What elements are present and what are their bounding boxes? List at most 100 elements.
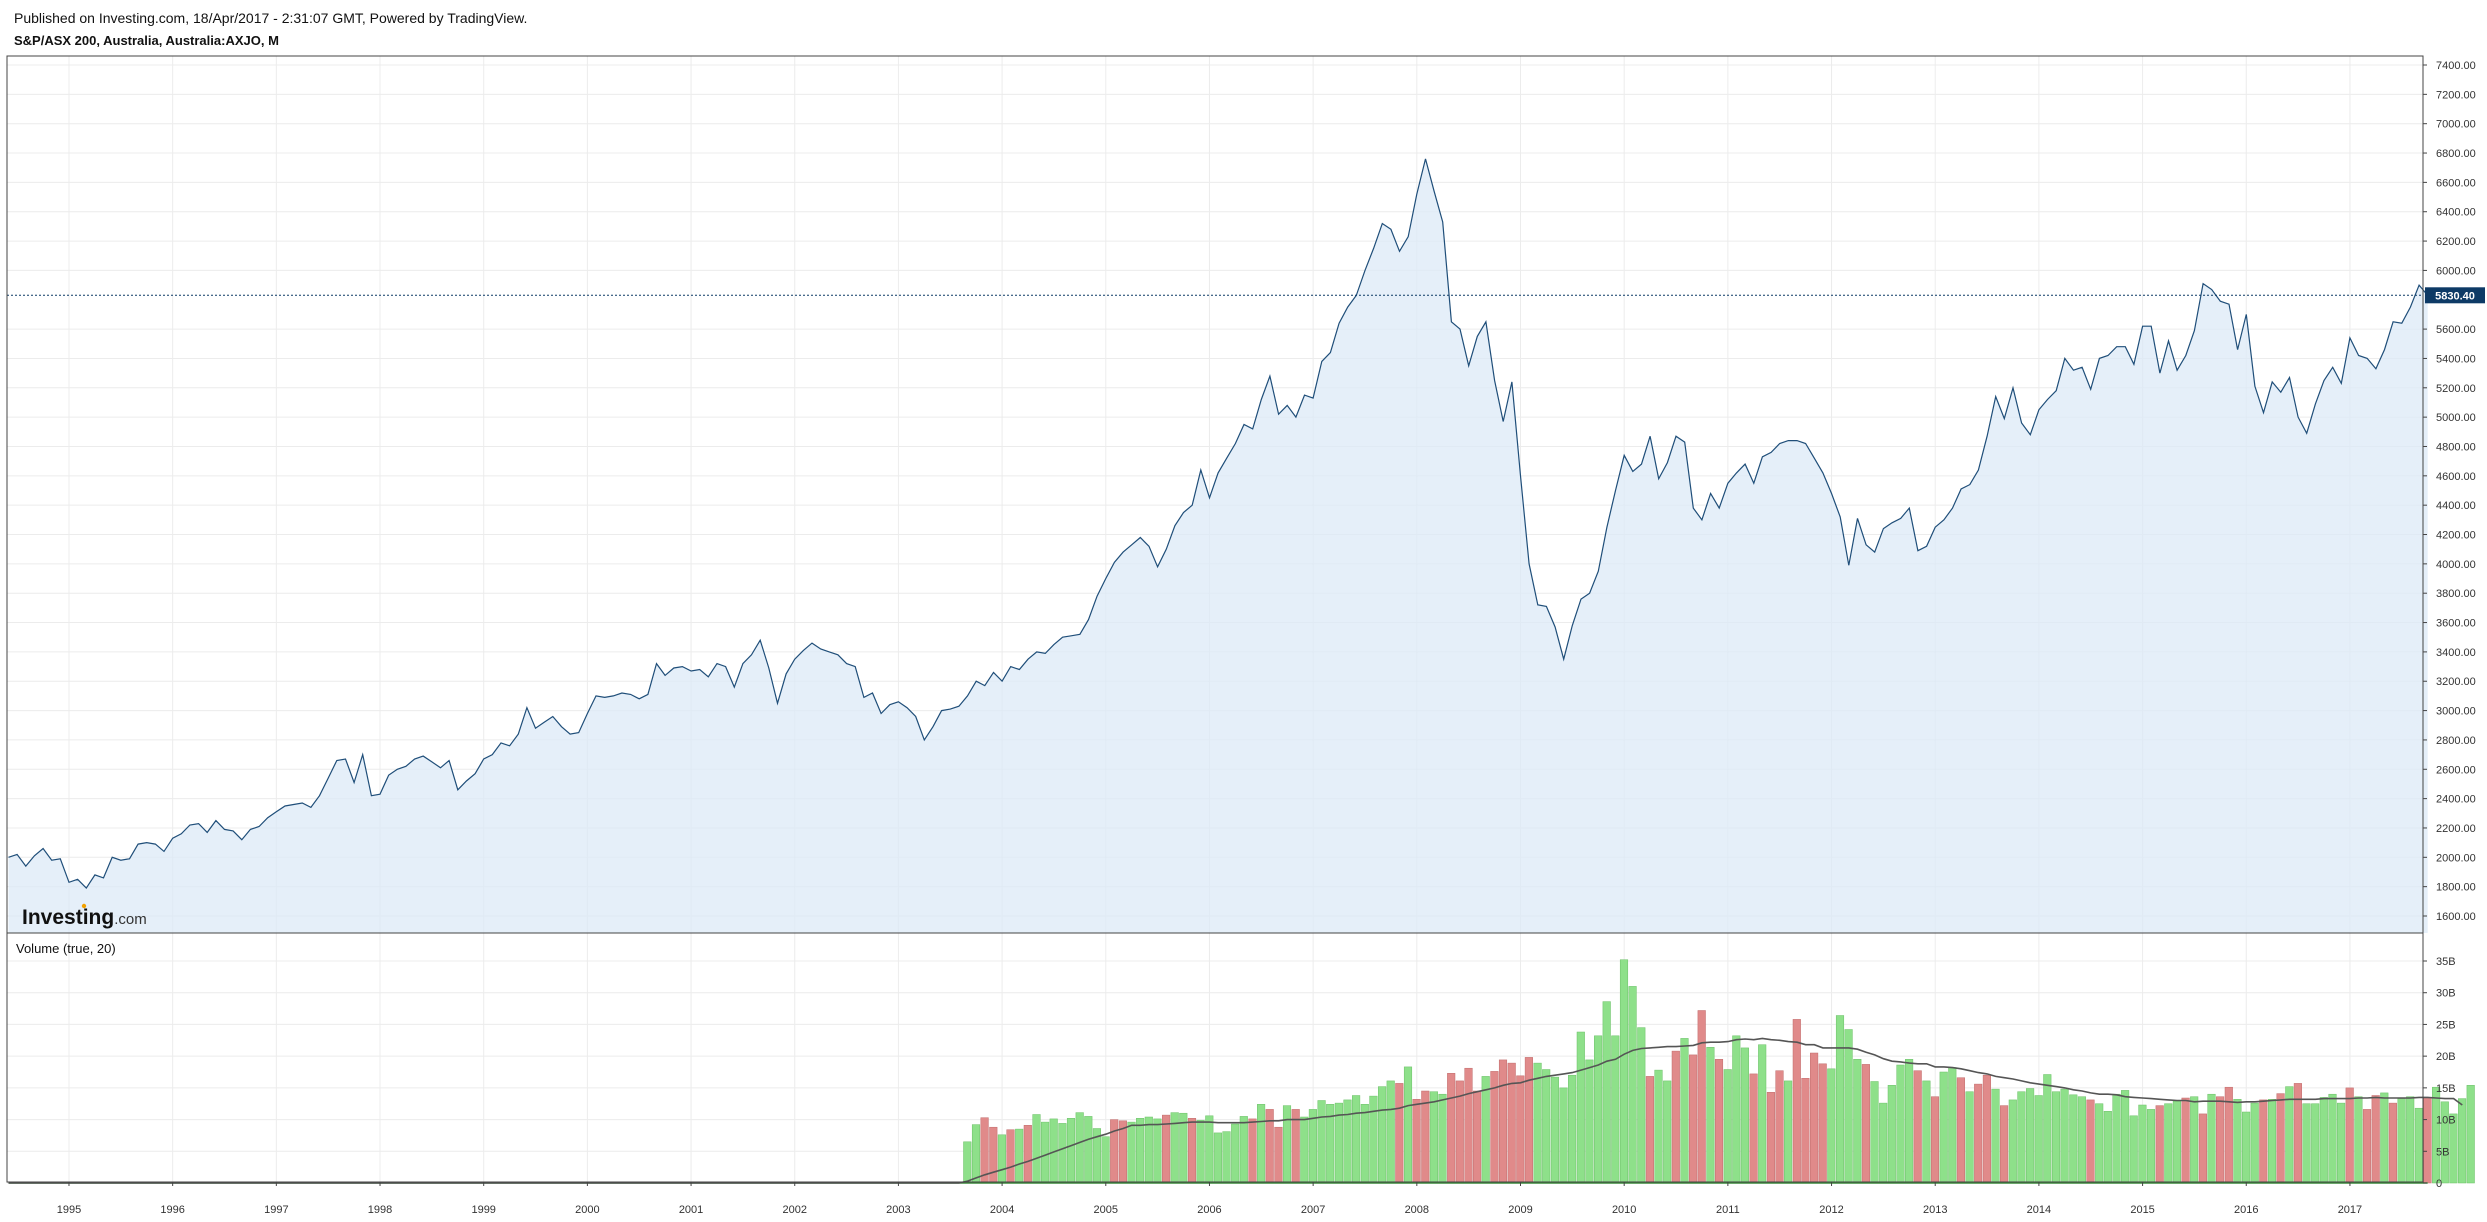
price-tick-label: 6400.00 [2436, 207, 2476, 219]
volume-bar [1628, 986, 1637, 1184]
volume-bar [1766, 1092, 1775, 1184]
volume-tick-label: 30B [2436, 988, 2456, 1000]
time-tick-label: 2009 [1508, 1204, 1532, 1216]
volume-bar [2155, 1105, 2164, 1184]
volume-tick-label: 5B [2436, 1146, 2449, 1158]
volume-bar [1602, 1001, 1611, 1184]
volume-bar [2190, 1096, 2199, 1184]
volume-bar [2164, 1103, 2173, 1184]
volume-bar [1991, 1088, 2000, 1184]
volume-bar [1378, 1086, 1387, 1184]
volume-bar [2259, 1099, 2268, 1184]
price-tick-label: 6800.00 [2436, 148, 2476, 160]
price-tick-label: 7200.00 [2436, 89, 2476, 101]
volume-bar [1550, 1076, 1559, 1184]
investing-logo[interactable]: Investing.com [22, 903, 147, 929]
volume-bar [1637, 1027, 1646, 1184]
volume-bar [997, 1134, 1006, 1184]
volume-bar [2311, 1103, 2320, 1184]
time-tick-label: 1996 [160, 1204, 184, 1216]
volume-bar [2397, 1098, 2406, 1184]
time-tick-label: 2005 [1094, 1204, 1118, 1216]
volume-bar [2406, 1096, 2415, 1184]
time-axis[interactable]: 1995 1996 1997 1998 1999 2000 2001 2002 2003 2004… [57, 1182, 2362, 1216]
price-tick-label: 2400.00 [2436, 794, 2476, 806]
volume-bar [971, 1124, 981, 1184]
volume-bar [2458, 1098, 2467, 1184]
volume-bar [1671, 1050, 1680, 1184]
volume-bar [1205, 1115, 1214, 1184]
price-line[interactable] [8, 158, 2429, 890]
volume-bar [1291, 1109, 1300, 1184]
price-tick-label: 3600.00 [2436, 618, 2476, 630]
volume-bar [963, 1141, 972, 1184]
volume-bar [1818, 1063, 1827, 1184]
volume-bar [1905, 1059, 1914, 1184]
volume-bar [1231, 1123, 1240, 1184]
price-tick-label: 2200.00 [2436, 823, 2476, 835]
volume-bar [1239, 1116, 1248, 1184]
last-price-badge: 5830.40 [2425, 287, 2485, 304]
volume-bar [2345, 1087, 2354, 1184]
volume-tick-label: 35B [2436, 956, 2456, 968]
volume-bar [2276, 1093, 2285, 1184]
volume-bar [2293, 1083, 2302, 1184]
volume-bar [1447, 1073, 1456, 1184]
time-tick-label: 1995 [57, 1204, 81, 1216]
volume-bar [1429, 1091, 1438, 1184]
time-tick-label: 2001 [679, 1204, 703, 1216]
volume-bar [1516, 1075, 1525, 1184]
volume-bar [1663, 1080, 1672, 1184]
volume-bar [1360, 1104, 1369, 1184]
time-tick-label: 2016 [2234, 1204, 2258, 1216]
volume-bar [1740, 1047, 1749, 1184]
volume-bar [2121, 1090, 2130, 1184]
price-tick-label: 3000.00 [2436, 706, 2476, 718]
volume-bar [1524, 1057, 1533, 1184]
price-axis[interactable]: 1600.00 1800.00 2000.00 2200.00 2400.00 2600.… [2423, 60, 2476, 923]
volume-bar [1498, 1059, 1508, 1184]
volume-bar [1274, 1126, 1283, 1184]
volume-bar [2095, 1103, 2104, 1184]
volume-bar [1438, 1093, 1447, 1184]
volume-bar [1213, 1132, 1222, 1184]
price-tick-label: 6000.00 [2436, 265, 2476, 277]
volume-bar [1870, 1081, 1879, 1184]
volume-bar [1801, 1078, 1810, 1184]
volume-bar [1853, 1059, 1862, 1184]
volume-bar [2069, 1094, 2078, 1184]
volume-bar [2129, 1115, 2138, 1184]
volume-bar [2466, 1085, 2475, 1184]
price-tick-label: 7400.00 [2436, 60, 2476, 72]
volume-bar [1006, 1129, 1015, 1184]
volume-bar [1792, 1019, 1801, 1184]
volume-bar [1965, 1091, 1974, 1184]
price-tick-label: 3800.00 [2436, 588, 2476, 600]
volume-bar [1058, 1123, 1067, 1184]
volume-bar [1542, 1069, 1551, 1184]
time-tick-label: 2006 [1197, 1204, 1221, 1216]
volume-bar [1585, 1059, 1594, 1184]
time-tick-label: 2011 [1716, 1204, 1740, 1216]
volume-bar [1352, 1095, 1361, 1184]
volume-bar [1732, 1035, 1741, 1184]
volume-bar [2432, 1086, 2441, 1184]
volume-bar [1723, 1069, 1732, 1184]
volume-bar [1680, 1038, 1689, 1184]
volume-bar [2086, 1099, 2095, 1184]
volume-bar [2414, 1107, 2423, 1184]
volume-axis[interactable]: 0 5B 10B 15B 20B 25B 30B 35B [2423, 956, 2456, 1190]
volume-bar [1282, 1105, 1292, 1184]
volume-bar [1956, 1077, 1965, 1184]
volume-bar [1887, 1085, 1896, 1184]
volume-bar [1187, 1118, 1197, 1184]
volume-bar [1464, 1067, 1473, 1184]
volume-bar [2242, 1111, 2251, 1184]
last-price-label: 5830.40 [2435, 290, 2475, 302]
time-tick-label: 2014 [2027, 1204, 2051, 1216]
volume-bar [1412, 1099, 1421, 1184]
time-tick-label: 2015 [2130, 1204, 2154, 1216]
time-tick-label: 2004 [990, 1204, 1014, 1216]
volume-bar [2077, 1096, 2086, 1184]
